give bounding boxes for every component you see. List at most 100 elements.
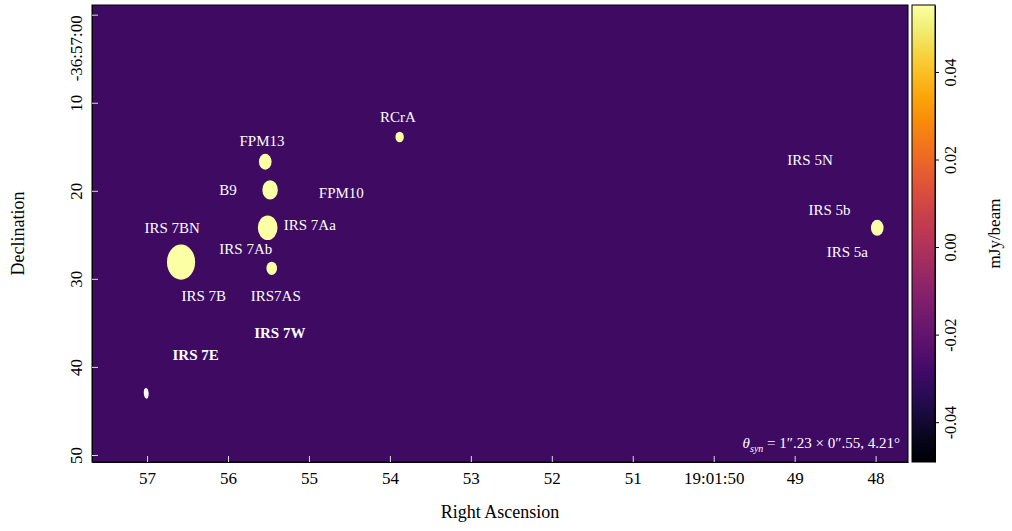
colorbar <box>912 5 935 462</box>
y-tick-mark <box>92 455 98 456</box>
source-label: IRS7AS <box>251 288 301 304</box>
y-tick: 40 <box>67 359 98 376</box>
colorbar-label: mJy/beam <box>985 199 1004 269</box>
source-label: IRS 5N <box>787 152 833 168</box>
chart: 57 56 55 54 53 52 51 19:01:50 49 48 -36:57:00 10 20 3… <box>0 0 1012 531</box>
colorbar-tick-label: 0.00 <box>942 234 959 262</box>
x-tick-mark <box>147 456 148 462</box>
colorbar-tick-mark <box>935 422 939 423</box>
y-tick-mark <box>92 103 98 104</box>
x-tick-mark <box>228 456 229 462</box>
y-axis-line <box>92 6 93 463</box>
x-tick-mark <box>876 456 877 462</box>
source-label: B9 <box>219 182 237 198</box>
colorbar-tick-mark <box>935 247 939 248</box>
source <box>395 132 403 143</box>
source-label: FPM10 <box>319 185 364 201</box>
source-label: IRS 7Ab <box>219 241 272 257</box>
beam-text: = 1″.23 × 0″.55, 4.21° <box>763 435 900 451</box>
colorbar-tick: 0.04 <box>935 58 959 86</box>
source-label: IRS 5b <box>808 202 850 218</box>
x-tick-mark <box>795 456 796 462</box>
source-label: IRS 7Aa <box>284 217 336 233</box>
x-tick-label: 54 <box>382 469 400 488</box>
image-background <box>92 5 908 462</box>
x-tick-label: 49 <box>787 469 804 488</box>
x-tick: 57 <box>139 456 157 488</box>
x-tick-label: 53 <box>463 469 480 488</box>
sources <box>143 132 883 399</box>
x-tick: 19:01:50 <box>684 456 744 488</box>
colorbar-tick: 0.00 <box>935 234 959 262</box>
beam <box>143 388 149 399</box>
y-tick-mark <box>92 191 98 192</box>
source <box>266 262 277 275</box>
source-label: IRS 7B <box>181 288 226 304</box>
source-label: FPM13 <box>239 133 284 149</box>
x-tick-label: 19:01:50 <box>684 469 744 488</box>
colorbar-tick-label: -0.02 <box>942 318 959 351</box>
x-tick-label: 56 <box>220 469 237 488</box>
x-tick-mark <box>309 456 310 462</box>
y-axis: -36:57:00 10 20 30 40 50 <box>67 6 98 464</box>
source <box>871 220 884 236</box>
x-axis: 57 56 55 54 53 52 51 19:01:50 49 48 <box>93 456 909 488</box>
colorbar-tick: -0.02 <box>935 318 959 351</box>
colorbar-tick-label: -0.04 <box>942 406 959 439</box>
x-axis-line <box>93 462 909 463</box>
y-tick: 50 <box>67 447 98 464</box>
annotations: RCrA FPM13 B9 FPM10 IRS 7Aa IRS 7BN IRS 7Ab IRS… <box>144 109 868 363</box>
colorbar-axis-line <box>935 6 936 463</box>
x-tick-mark <box>471 456 472 462</box>
colorbar-tick-label: 0.02 <box>942 146 959 174</box>
x-tick: 51 <box>625 456 642 488</box>
x-tick-mark <box>633 456 634 462</box>
source <box>262 180 277 199</box>
y-tick: 10 <box>67 95 98 112</box>
x-tick: 52 <box>544 456 561 488</box>
x-tick: 56 <box>220 456 237 488</box>
y-tick-mark <box>92 367 98 368</box>
source <box>167 245 195 280</box>
y-axis-title: Declination <box>8 192 28 276</box>
y-tick-label: 20 <box>67 183 86 200</box>
x-tick-mark <box>390 456 391 462</box>
colorbar-tick: 0.02 <box>935 146 959 174</box>
colorbar-tick-mark <box>935 335 939 336</box>
source <box>258 215 278 240</box>
y-tick-label: 30 <box>67 271 86 288</box>
colorbar-tick-label: 0.04 <box>942 58 959 86</box>
x-tick-mark <box>714 456 715 462</box>
y-tick-label: -36:57:00 <box>67 15 86 81</box>
x-tick: 54 <box>382 456 400 488</box>
x-tick-mark <box>552 456 553 462</box>
beam-label: θsyn = 1″.23 × 0″.55, 4.21° <box>743 435 900 454</box>
y-tick-label: 40 <box>67 359 86 376</box>
x-tick-label: 57 <box>139 469 157 488</box>
source-label: IRS 7BN <box>144 220 200 236</box>
y-tick-mark <box>92 279 98 280</box>
y-tick: 30 <box>67 271 98 288</box>
region-label: IRS 7W <box>254 325 305 341</box>
source-label: RCrA <box>380 109 416 125</box>
y-tick-label: 10 <box>67 95 86 112</box>
y-tick: 20 <box>67 183 98 200</box>
beam-subscript: syn <box>750 443 763 454</box>
source-label: IRS 5a <box>827 244 869 260</box>
y-tick: -36:57:00 <box>67 15 98 81</box>
y-tick-label: 50 <box>67 447 86 464</box>
x-axis-title: Right Ascension <box>441 502 560 522</box>
region-label: IRS 7E <box>172 347 218 363</box>
x-tick-label: 51 <box>625 469 642 488</box>
x-tick: 48 <box>868 456 885 488</box>
source <box>259 154 272 170</box>
colorbar-tick-mark <box>935 160 939 161</box>
x-tick-label: 55 <box>301 469 318 488</box>
x-tick-label: 52 <box>544 469 561 488</box>
x-tick: 53 <box>463 456 480 488</box>
plot-frame <box>92 5 908 462</box>
colorbar-tick: -0.04 <box>935 406 959 439</box>
x-tick-label: 48 <box>868 469 885 488</box>
colorbar-axis: -0.04 -0.02 0.00 0.02 0.04 <box>935 6 959 463</box>
x-tick: 49 <box>787 456 804 488</box>
